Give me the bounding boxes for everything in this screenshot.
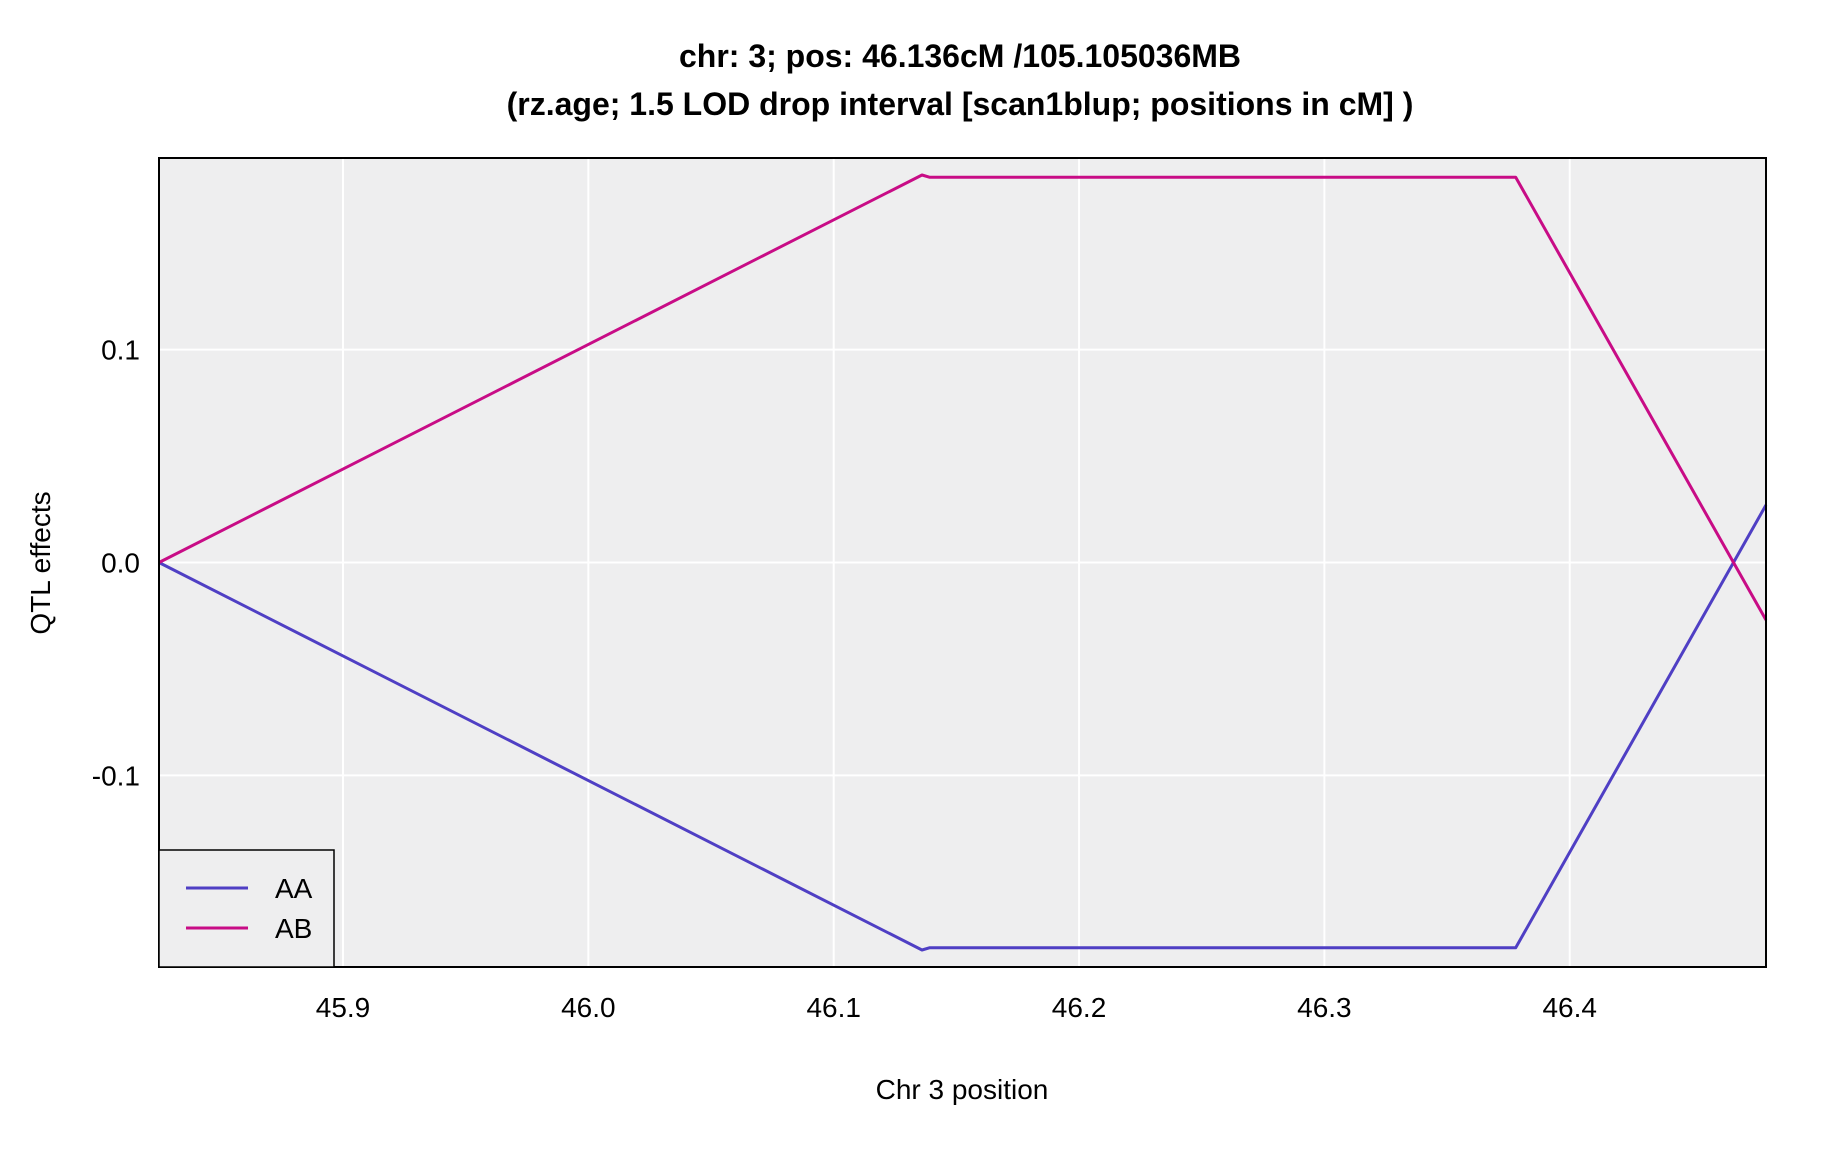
series-line-aa — [158, 504, 1768, 952]
legend-box — [158, 849, 335, 968]
series-line-ab — [158, 173, 1768, 621]
y-tick-label: 0.0 — [101, 548, 140, 579]
x-tick-label: 46.1 — [806, 992, 861, 1023]
chart-title-line1: chr: 3; pos: 46.136cM /105.105036MB — [679, 38, 1241, 74]
chart-title-line2: (rz.age; 1.5 LOD drop interval [scan1blu… — [507, 86, 1414, 122]
grid-lines — [159, 158, 1766, 967]
x-axis-ticks: 45.9 46.0 46.1 46.2 46.3 46.4 — [316, 992, 1597, 1023]
x-tick-label: 46.4 — [1542, 992, 1597, 1023]
y-axis-label: QTL effects — [25, 491, 56, 634]
plot-frame — [158, 157, 1767, 968]
x-axis-label: Chr 3 position — [876, 1074, 1049, 1105]
y-axis-ticks: 0.1 0.0 -0.1 — [92, 335, 140, 792]
legend-label-ab: AB — [275, 913, 312, 944]
y-tick-label: 0.1 — [101, 335, 140, 366]
series-lines — [158, 173, 1768, 952]
x-tick-label: 45.9 — [316, 992, 371, 1023]
x-tick-label: 46.0 — [561, 992, 616, 1023]
y-tick-label: -0.1 — [92, 760, 140, 791]
x-tick-label: 46.2 — [1052, 992, 1107, 1023]
legend: AA AB — [158, 849, 335, 968]
x-tick-label: 46.3 — [1297, 992, 1352, 1023]
legend-label-aa: AA — [275, 873, 313, 904]
